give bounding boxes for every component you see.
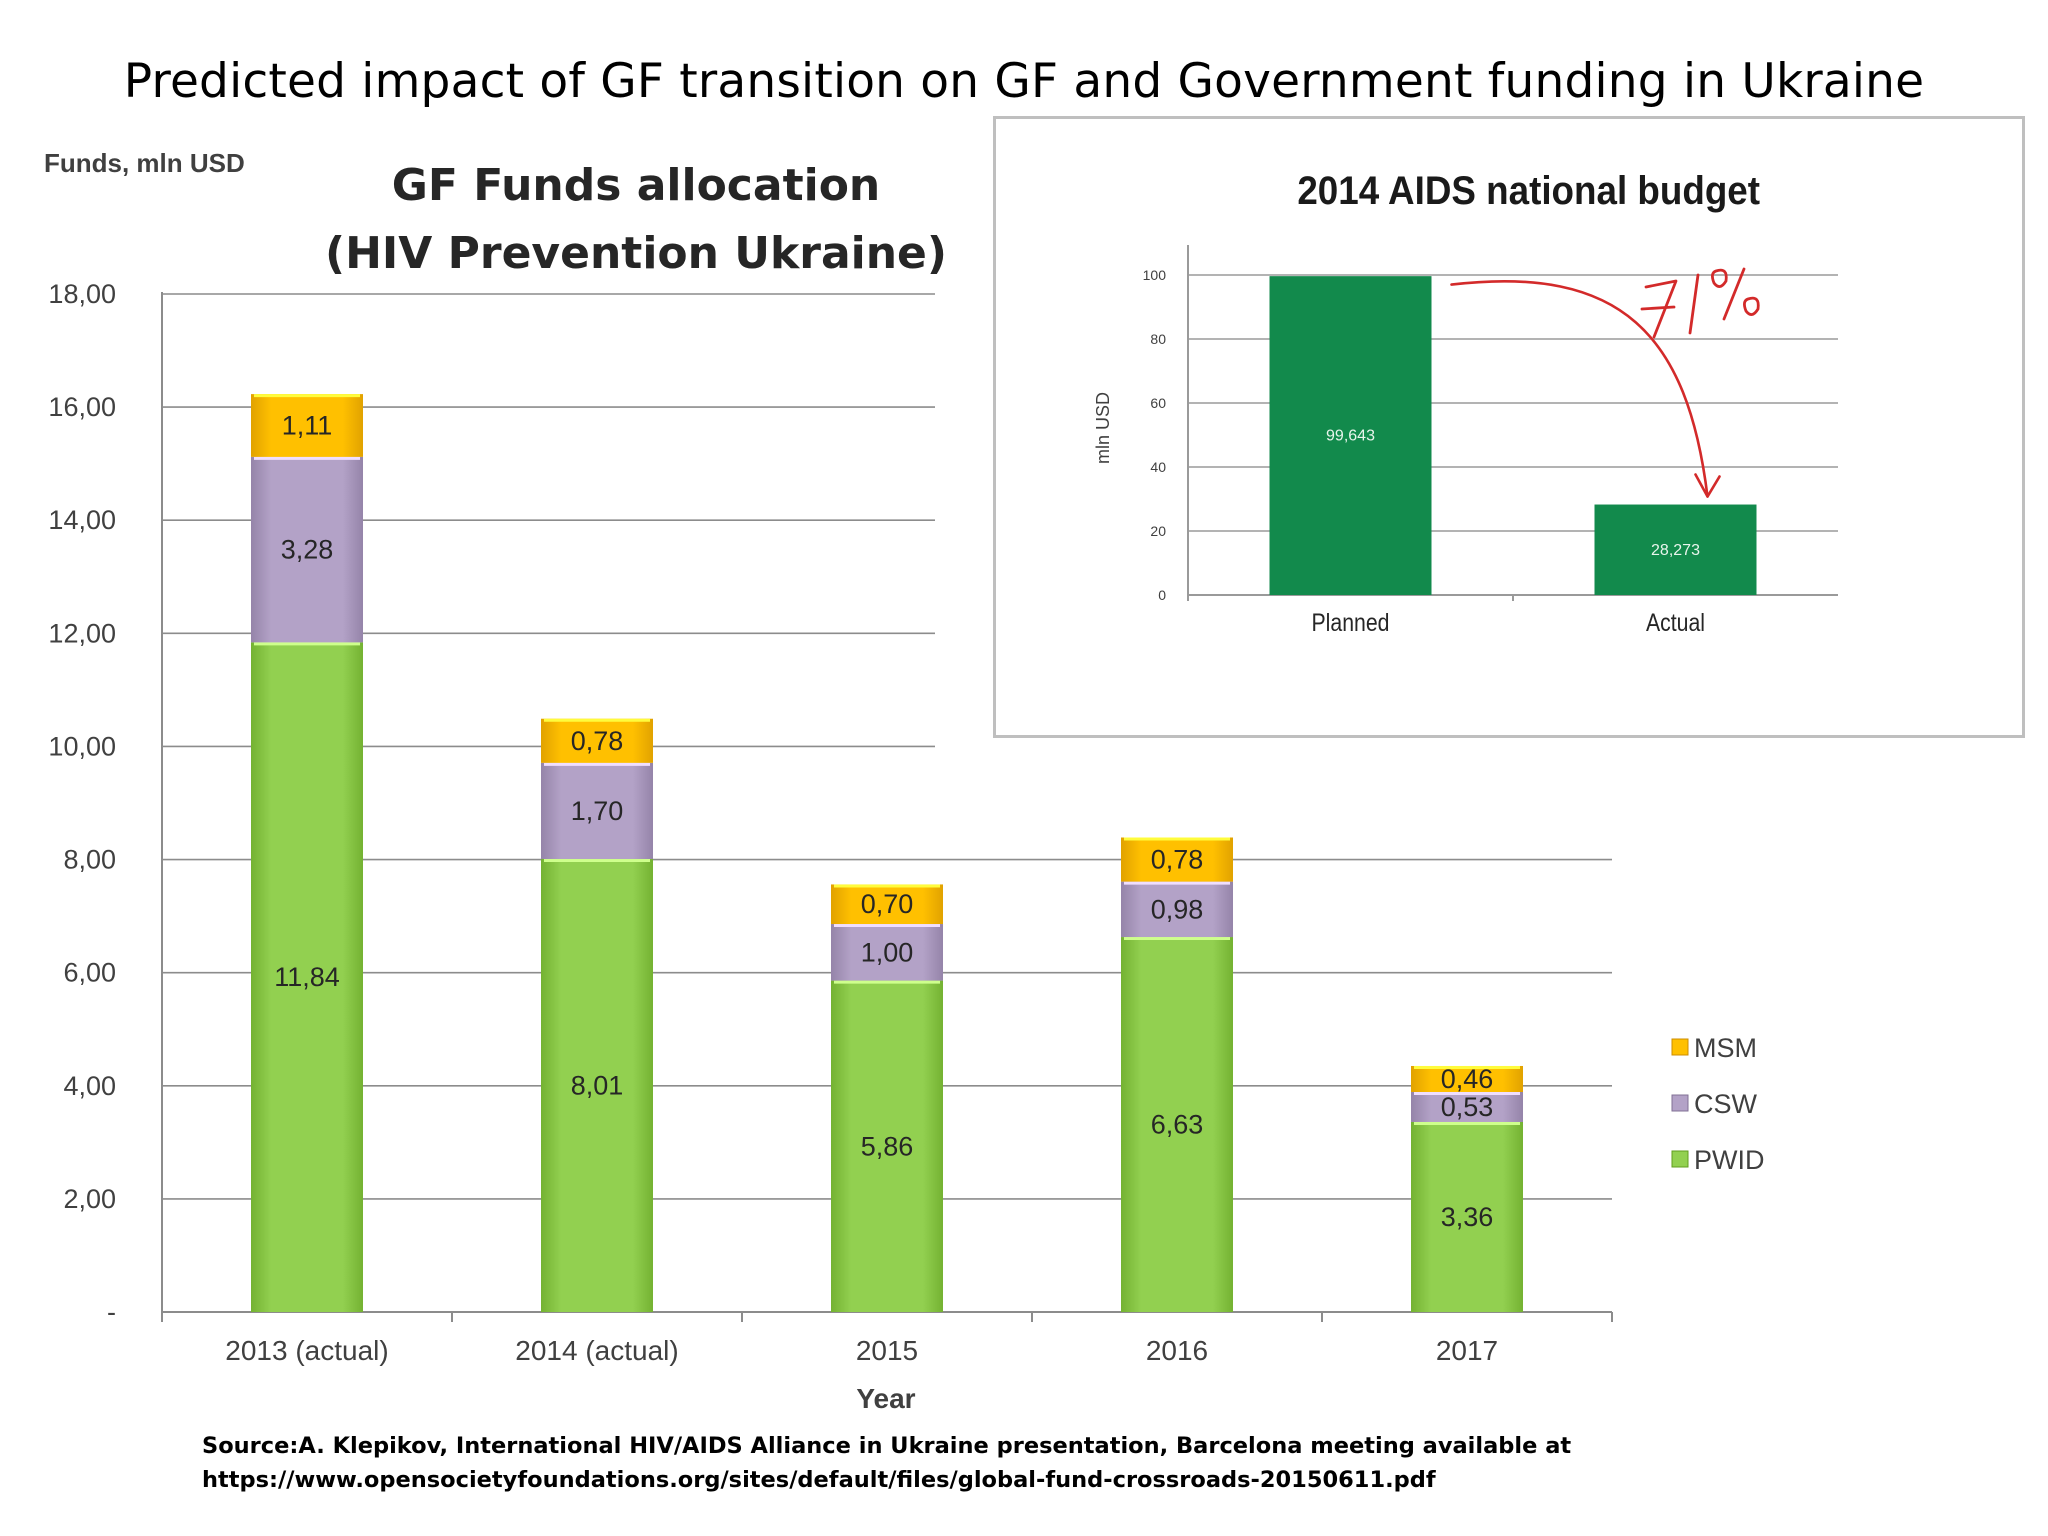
inset-y-tick-label: 60: [1150, 395, 1166, 411]
y-tick-label: 14,00: [48, 505, 116, 535]
annotation-handwriting-stroke: [1644, 279, 1678, 339]
slide-title: Predicted impact of GF transition on GF …: [123, 54, 1925, 109]
inset-bar-actual: [1594, 504, 1757, 595]
main-chart-legend: MSM CSW PWID: [1671, 1033, 1765, 1175]
bar-segment-msm: [251, 394, 363, 457]
annotation-handwriting-stroke: [1722, 267, 1746, 321]
inset-data-label: 99,643: [1326, 428, 1375, 445]
source-line-1: Source:A. Klepikov, International HIV/AI…: [202, 1433, 1572, 1459]
y-tick-label: 18,00: [48, 279, 116, 309]
bar-segment-csw: [541, 762, 653, 859]
y-tick-label: 8,00: [63, 845, 116, 875]
aids-budget-chart: 0 20 40 60 80 100 99,643 Planned 28,273 Actual 20…: [1093, 169, 1838, 636]
bar-segment-msm: [1411, 1065, 1523, 1092]
data-label: 3,28: [281, 535, 334, 565]
legend-swatch-pwid: [1671, 1150, 1689, 1168]
y-tick-label: 16,00: [48, 392, 116, 422]
source-line-2: https://www.opensocietyfoundations.org/s…: [202, 1467, 1436, 1493]
main-chart-title-line-1: GF Funds allocation: [392, 160, 881, 211]
inset-budget-panel: 0 20 40 60 80 100 99,643 Planned 28,273 Actual 20…: [993, 116, 2025, 738]
inset-y-tick-label: 100: [1143, 267, 1167, 283]
inset-y-tick-label: 80: [1150, 331, 1166, 347]
inset-x-tick-label: Planned: [1312, 608, 1390, 636]
data-label: 5,86: [861, 1131, 914, 1161]
y-tick-label: 12,00: [48, 618, 116, 648]
inset-chart-labels: 0 20 40 60 80 100 99,643 Planned 28,273 Actual: [1143, 267, 1705, 636]
x-tick-label: 2014 (actual): [515, 1335, 678, 1366]
bar-segment-csw: [1411, 1091, 1523, 1122]
data-label: 8,01: [571, 1070, 624, 1100]
annotation-arrowhead: [1694, 473, 1721, 498]
data-label: 1,00: [861, 937, 914, 967]
data-label: 6,63: [1151, 1110, 1204, 1140]
data-label: 3,36: [1441, 1202, 1494, 1232]
y-tick-label: 6,00: [63, 958, 116, 988]
legend-swatch-msm: [1671, 1038, 1689, 1056]
data-label: 0,46: [1441, 1064, 1494, 1094]
data-label: 11,84: [274, 962, 340, 992]
data-label: 0,78: [571, 726, 624, 756]
inset-x-tick-label: Actual: [1646, 608, 1705, 636]
data-label: 1,11: [282, 410, 333, 440]
inset-y-axis-label: mln USD: [1093, 392, 1113, 464]
bar-segment-msm: [1121, 837, 1233, 882]
inset-data-label: 28,273: [1651, 542, 1700, 559]
y-tick-label: -: [107, 1297, 116, 1327]
annotation-handwriting-stroke: [1640, 305, 1676, 311]
bar-segment-pwid: [251, 642, 363, 1312]
y-tick-label: 4,00: [63, 1071, 116, 1101]
x-tick-label: 2013 (actual): [225, 1335, 388, 1366]
annotation-handwriting-stroke: [1711, 268, 1728, 288]
bar-segment-pwid: [1121, 937, 1233, 1312]
main-x-axis-label: Year: [856, 1383, 915, 1414]
bar-segment-pwid: [1411, 1121, 1523, 1312]
main-y-axis-label: Funds, mln USD: [44, 148, 245, 178]
annotation-handwriting-stroke: [1743, 296, 1760, 316]
y-tick-label: 2,00: [63, 1184, 116, 1214]
legend-label-pwid: PWID: [1694, 1145, 1765, 1175]
bar-segment-pwid: [831, 980, 943, 1312]
inset-y-tick-label: 0: [1158, 587, 1166, 603]
bar-segment-pwid: [541, 858, 653, 1312]
bar-segment-csw: [1121, 881, 1233, 938]
inset-y-tick-label: 20: [1150, 523, 1166, 539]
bar-segment-csw: [251, 456, 363, 643]
inset-chart-title: 2014 AIDS national budget: [1297, 169, 1760, 214]
data-label: 0,78: [1151, 845, 1204, 875]
x-tick-label: 2015: [856, 1335, 918, 1366]
main-chart-title-line-2: (HIV Prevention Ukraine): [325, 228, 947, 279]
data-label: 0,98: [1151, 894, 1204, 924]
inset-y-tick-label: 40: [1150, 459, 1166, 475]
main-chart-bars: [251, 394, 1523, 1312]
legend-label-msm: MSM: [1694, 1033, 1757, 1063]
y-tick-label: 10,00: [48, 731, 116, 761]
legend-swatch-csw: [1671, 1094, 1689, 1112]
data-label: 1,70: [571, 796, 624, 826]
x-tick-label: 2016: [1146, 1335, 1208, 1366]
legend-label-csw: CSW: [1694, 1089, 1758, 1119]
handwritten-71-percent-annotation: [1450, 267, 1760, 498]
inset-chart-bars: [1269, 276, 1757, 595]
annotation-handwriting-stroke: [1688, 273, 1700, 335]
data-label: 0,70: [861, 889, 914, 919]
bar-segment-csw: [831, 924, 943, 981]
inset-bar-planned: [1269, 276, 1432, 595]
x-tick-label: 2017: [1436, 1335, 1498, 1366]
annotation-arrow: [1450, 280, 1709, 498]
main-chart-labels: - 2,00 4,00 6,00 8,00 10,00 12,00 14,00 16,00 18,…: [48, 279, 1498, 1366]
bar-segment-msm: [831, 884, 943, 925]
data-label: 0,53: [1441, 1092, 1494, 1122]
bar-segment-msm: [541, 718, 653, 763]
source-citation: Source:A. Klepikov, International HIV/AI…: [202, 1429, 1571, 1497]
